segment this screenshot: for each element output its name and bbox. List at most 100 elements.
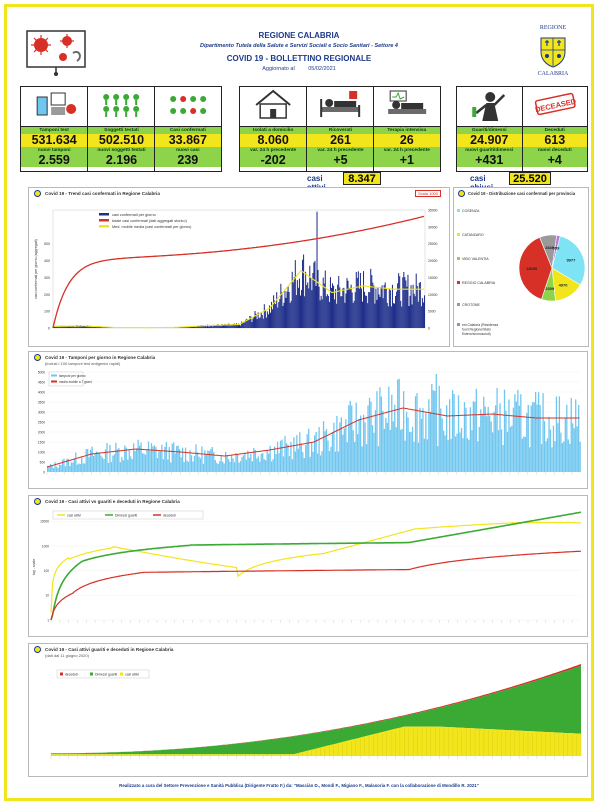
daily-case-bar xyxy=(318,286,320,328)
daily-case-bar xyxy=(247,320,249,328)
tests-title: Covid 19 - Tamponi per giorno in Regione… xyxy=(45,355,156,360)
tests-bar xyxy=(110,462,113,472)
tests-bar xyxy=(130,456,132,472)
daily-case-bar xyxy=(54,326,56,328)
daily-case-bar xyxy=(234,324,236,328)
log-legend: casi attivi Dimessi guariti deceduti xyxy=(52,510,204,520)
daily-case-bar xyxy=(59,326,61,328)
stat-sub-value: 2.196 xyxy=(88,154,155,167)
daily-case-bar xyxy=(337,284,339,328)
tests-bar xyxy=(293,437,295,472)
daily-case-bar xyxy=(229,325,231,328)
daily-case-bar xyxy=(250,316,252,328)
daily-case-bar xyxy=(336,303,338,328)
tests-bar xyxy=(404,440,406,472)
tests-bar xyxy=(480,409,482,472)
y-tick: 1500 xyxy=(38,440,45,444)
tests-bar xyxy=(95,451,98,472)
tests-bar xyxy=(417,442,420,472)
tests-bar xyxy=(167,459,169,472)
tests-bar xyxy=(423,438,426,472)
stat-illustration xyxy=(373,87,440,127)
tests-bar xyxy=(357,433,359,472)
legend-swatch xyxy=(457,303,460,306)
tests-bar xyxy=(306,434,308,472)
daily-case-bar xyxy=(278,302,280,328)
daily-case-bar xyxy=(376,299,378,328)
daily-case-bar xyxy=(397,283,399,328)
daily-case-bar xyxy=(241,321,243,328)
daily-case-bar xyxy=(387,306,389,328)
daily-case-bar xyxy=(60,325,62,328)
tests-bar xyxy=(147,441,150,472)
tests-bar xyxy=(401,428,403,472)
tests-bar xyxy=(454,436,457,472)
daily-case-bar xyxy=(245,319,247,328)
daily-case-bar xyxy=(398,273,400,328)
active-recovered-title: Covid 19 - Casi attivi vs guariti e dece… xyxy=(45,499,180,504)
daily-case-bar xyxy=(96,327,98,328)
people-tested-icon xyxy=(103,94,140,117)
daily-case-bar xyxy=(341,296,343,328)
daily-case-bar xyxy=(100,326,102,328)
tests-bar xyxy=(208,450,210,472)
active-recovered-panel: Covid 19 - Casi attivi vs guariti e dece… xyxy=(28,495,588,637)
tests-bar xyxy=(268,453,270,472)
tests-bars xyxy=(47,374,581,472)
daily-case-bar xyxy=(328,301,330,328)
daily-case-bar xyxy=(316,211,318,328)
daily-case-bar xyxy=(230,324,232,328)
daily-case-bar xyxy=(377,288,379,328)
tests-bar xyxy=(437,445,439,472)
daily-case-bar xyxy=(357,271,359,328)
tests-bar xyxy=(124,445,126,472)
tests-bar xyxy=(447,440,449,472)
tests-bar xyxy=(193,455,196,472)
tests-bar xyxy=(494,405,497,472)
daily-case-bar xyxy=(226,325,228,328)
daily-case-bar xyxy=(384,282,386,328)
tests-bar xyxy=(431,383,433,472)
tests-bar xyxy=(487,406,489,472)
stat-value: 261 xyxy=(307,134,374,147)
daily-case-bar xyxy=(187,327,189,328)
tests-bar xyxy=(239,461,242,472)
daily-case-bar xyxy=(264,310,266,328)
y-axis-label: log - scale xyxy=(32,559,36,575)
tests-bar xyxy=(153,445,156,472)
trend-confirmed-title: Covid 19 - Trend casi confermati in Regi… xyxy=(45,191,160,196)
tests-bar xyxy=(529,447,531,472)
tests-bar xyxy=(254,449,256,472)
pie-slice-label: 2840 xyxy=(545,245,555,250)
daily-case-bar xyxy=(351,292,353,328)
daily-case-bar xyxy=(420,306,422,328)
tests-bar xyxy=(537,392,540,472)
daily-case-bar xyxy=(307,282,309,328)
stat-label: Terapia intensiva xyxy=(373,127,440,134)
legend-label: ext.Calabria (Residenza xyxy=(462,323,498,327)
tests-bar xyxy=(416,393,418,472)
tests-bar xyxy=(73,458,75,472)
stat-sub-label: nuovi casi xyxy=(154,147,221,154)
y-tick: 1 xyxy=(47,618,49,622)
daily-case-bar xyxy=(338,275,340,328)
y-tick: 4000 xyxy=(38,390,45,394)
tests-bar xyxy=(492,432,494,472)
tests-bar xyxy=(302,452,304,472)
y-tick-right: 15000 xyxy=(428,276,438,280)
legend-swatch xyxy=(457,209,460,212)
closed-cases-value: 25.520 xyxy=(509,172,551,185)
tests-bar xyxy=(159,451,162,472)
daily-case-bar xyxy=(406,286,408,328)
tests-bar xyxy=(435,374,437,472)
tests-bar xyxy=(223,463,225,472)
stacked-area-panel: Covid 19 - Casi attivi guariti e decedut… xyxy=(28,643,588,777)
tests-bar xyxy=(146,449,148,472)
tests-bar xyxy=(503,389,506,472)
daily-case-bar xyxy=(344,302,346,328)
daily-case-bar xyxy=(82,325,84,328)
stat-value: 24.907 xyxy=(457,134,522,147)
stat-illustration xyxy=(457,87,522,127)
stat-illustration xyxy=(240,87,307,127)
tests-bar xyxy=(229,461,231,472)
